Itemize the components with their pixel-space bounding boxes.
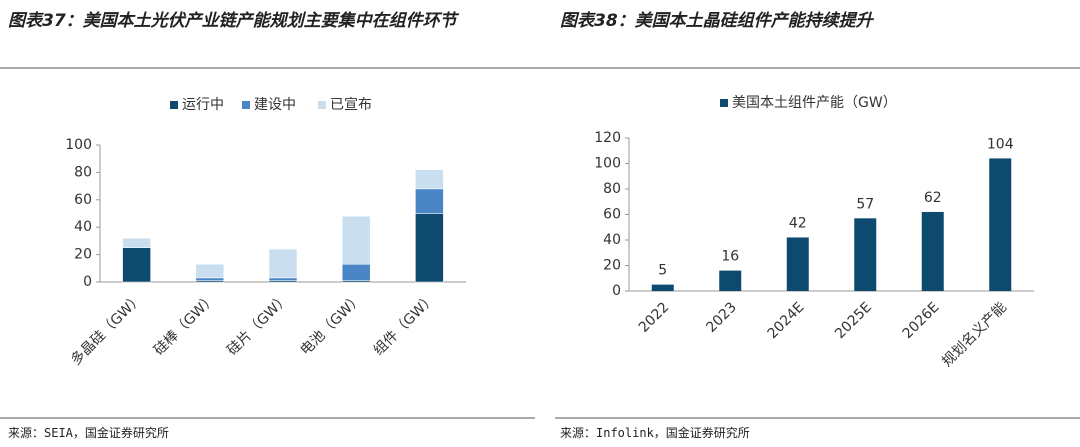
bar-segment <box>415 169 444 190</box>
value-label: 16 <box>721 249 739 265</box>
legend-label: 已宣布 <box>330 97 372 113</box>
bar-segment <box>122 237 151 249</box>
legend-swatch <box>720 99 728 107</box>
y-tick-label: 60 <box>603 207 621 223</box>
x-tick-label: 电池（GW） <box>297 290 365 358</box>
y-tick-label: 0 <box>612 283 621 299</box>
legend-swatch <box>318 101 326 109</box>
bar-segment <box>268 277 298 281</box>
y-tick-label: 80 <box>603 181 621 197</box>
bar-segment <box>268 248 298 279</box>
x-tick-label: 组件（GW） <box>371 290 439 358</box>
legend-label: 美国本土组件产能（GW） <box>732 95 897 111</box>
y-tick-label: 100 <box>65 137 92 153</box>
legend-swatch <box>242 101 250 109</box>
y-tick-label: 20 <box>603 258 621 274</box>
bar-segment <box>122 247 151 283</box>
bar-segment <box>195 263 225 279</box>
bar <box>921 211 944 291</box>
bar-segment <box>195 277 225 281</box>
x-tick-label: 2023 <box>703 299 740 336</box>
bar <box>854 218 877 291</box>
value-label: 5 <box>658 263 667 279</box>
chart-title: 图表38：美国本土晶硅组件产能持续提升 <box>560 11 873 31</box>
x-tick-label: 多晶硅（GW） <box>67 290 146 369</box>
bar-segment <box>341 215 371 265</box>
value-label: 57 <box>856 196 874 212</box>
bar <box>786 237 809 291</box>
bar-segment <box>415 213 444 283</box>
chart-title: 图表37：美国本土光伏产业链产能规划主要集中在组件环节 <box>8 11 457 31</box>
y-tick-label: 80 <box>74 164 92 180</box>
y-tick-label: 100 <box>594 156 621 172</box>
y-tick-label: 0 <box>83 274 92 290</box>
y-tick-label: 20 <box>74 247 92 263</box>
y-tick-label: 40 <box>74 219 92 235</box>
x-tick-label: 2022 <box>636 299 673 336</box>
value-label: 62 <box>924 190 942 206</box>
x-tick-label: 硅棒（GW） <box>151 290 219 358</box>
value-label: 104 <box>987 136 1014 152</box>
bar <box>989 158 1012 291</box>
x-tick-label: 硅片（GW） <box>224 290 292 358</box>
bar <box>651 284 674 291</box>
x-tick-label: 2025E <box>832 299 875 342</box>
legend-label: 建设中 <box>254 97 296 113</box>
x-tick-label: 规划名义产能 <box>939 299 1010 370</box>
bar <box>719 270 742 291</box>
source: 来源：SEIA，国金证券研究所 <box>8 426 169 440</box>
x-tick-label: 2024E <box>765 299 808 342</box>
source: 来源：Infolink，国金证券研究所 <box>560 426 750 440</box>
value-label: 42 <box>789 215 807 231</box>
legend-label: 运行中 <box>182 97 224 113</box>
y-tick-label: 40 <box>603 232 621 248</box>
bar-segment <box>415 188 444 214</box>
legend-swatch <box>170 101 178 109</box>
y-tick-label: 60 <box>74 192 92 208</box>
bar-segment <box>341 263 371 281</box>
x-tick-label: 2026E <box>900 299 943 342</box>
y-tick-label: 120 <box>594 130 621 146</box>
